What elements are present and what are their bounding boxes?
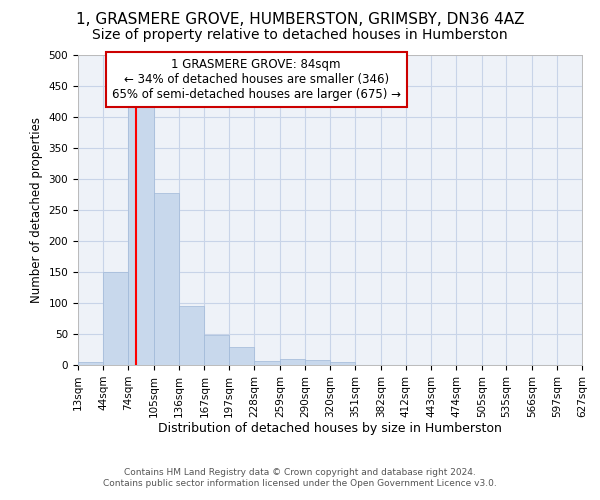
Bar [128,104,154,365]
Text: Contains HM Land Registry data © Crown copyright and database right 2024.
Contai: Contains HM Land Registry data © Crown c… [103,468,497,487]
Bar [78,362,103,365]
Bar [154,192,179,365]
Y-axis label: Number of detached properties: Number of detached properties [30,117,43,303]
Text: Size of property relative to detached houses in Humberston: Size of property relative to detached ho… [92,28,508,42]
Bar [305,360,330,365]
X-axis label: Distribution of detached houses by size in Humberston: Distribution of detached houses by size … [158,422,502,436]
Bar [254,360,280,365]
Bar [330,362,355,365]
Bar [179,306,205,365]
Bar [229,347,254,365]
Text: 1 GRASMERE GROVE: 84sqm
← 34% of detached houses are smaller (346)
65% of semi-d: 1 GRASMERE GROVE: 84sqm ← 34% of detache… [112,58,401,101]
Bar [280,359,305,365]
Bar [205,335,229,365]
Text: 1, GRASMERE GROVE, HUMBERSTON, GRIMSBY, DN36 4AZ: 1, GRASMERE GROVE, HUMBERSTON, GRIMSBY, … [76,12,524,28]
Bar [103,272,128,365]
